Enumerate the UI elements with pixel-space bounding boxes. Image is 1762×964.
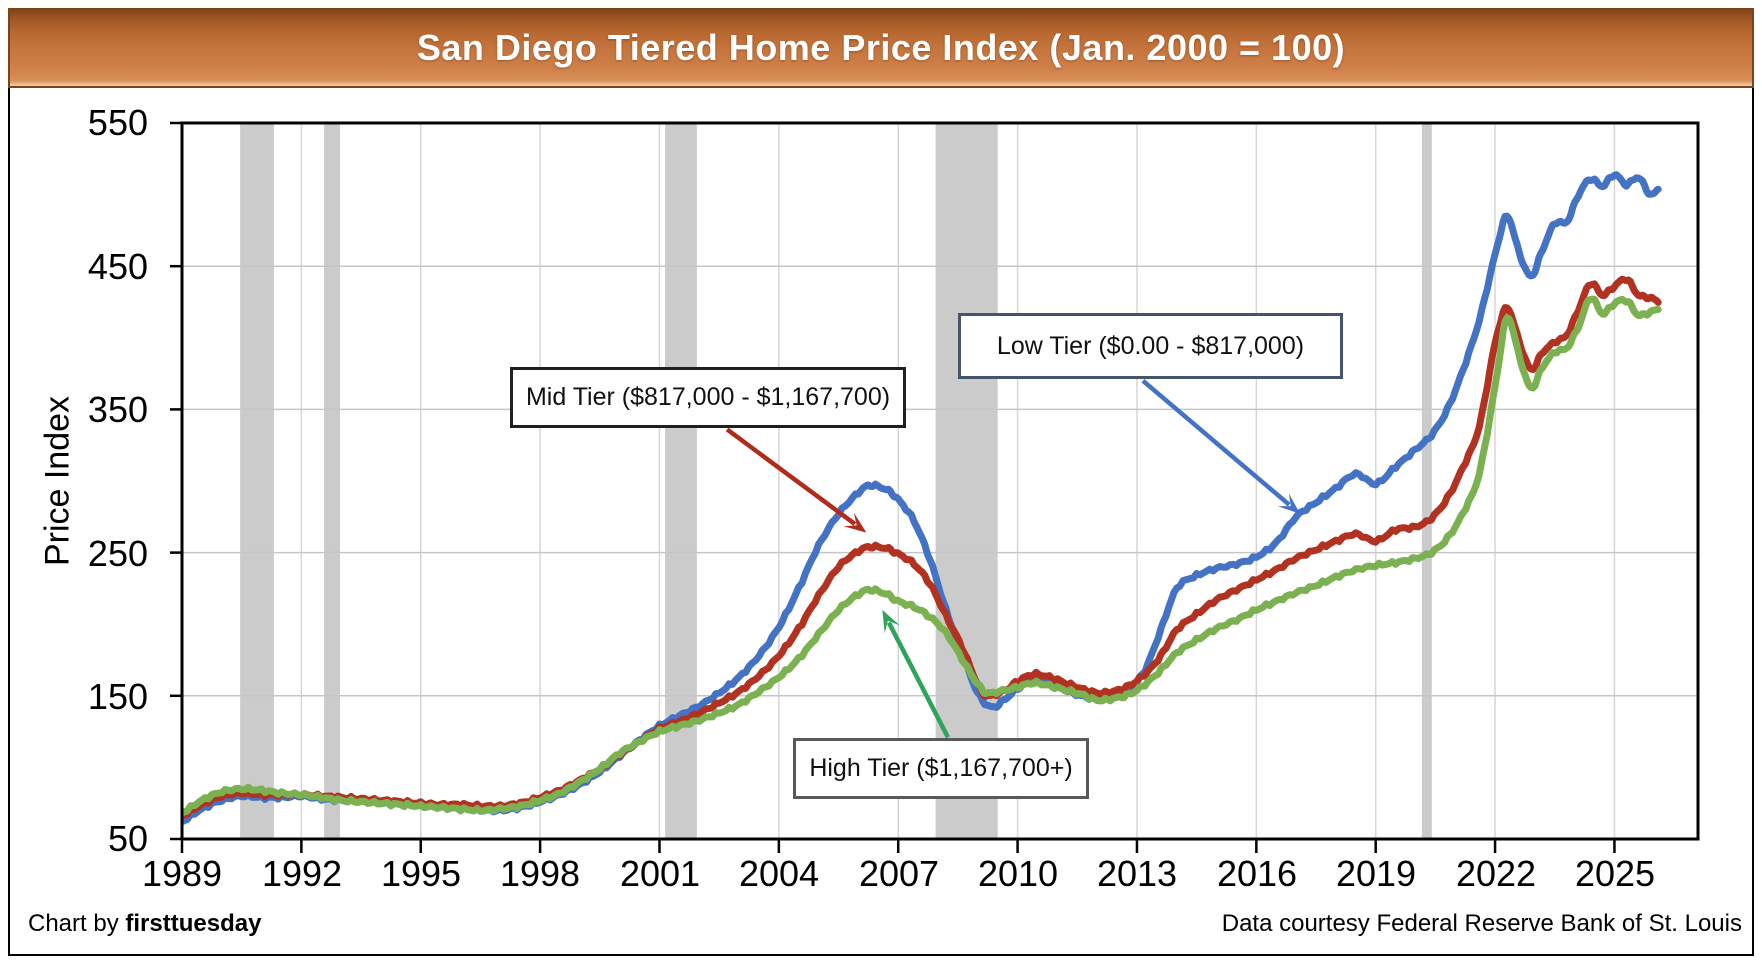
high-tier-callout: High Tier ($1,167,700+) <box>793 738 1089 799</box>
series-line-2 <box>182 295 1662 817</box>
x-tick-2025: 2025 <box>1574 853 1656 894</box>
x-tick-2010: 2010 <box>977 853 1059 894</box>
x-tick-1998: 1998 <box>499 853 581 894</box>
chart-title: San Diego Tiered Home Price Index (Jan. … <box>416 27 1346 68</box>
x-tick-2001: 2001 <box>619 853 701 894</box>
footer-credit-brand: firsttuesday <box>125 910 262 937</box>
low-tier-callout: Low Tier ($0.00 - $817,000) <box>958 313 1343 379</box>
x-tick-2013: 2013 <box>1096 853 1178 894</box>
callout-arrow-line-2 <box>886 621 950 739</box>
recession-band <box>935 123 998 839</box>
x-tick-2016: 2016 <box>1216 853 1298 894</box>
recession-band <box>240 123 274 839</box>
mid-tier-label: Mid Tier ($817,000 - $1,167,700) <box>525 383 891 411</box>
low-tier-label: Low Tier ($0.00 - $817,000) <box>996 331 1305 360</box>
y-tick-350: 350 <box>87 389 148 430</box>
x-tick-2022: 2022 <box>1455 853 1537 894</box>
callout-arrow-line-1 <box>1141 379 1291 507</box>
y-tick-50: 50 <box>107 818 148 859</box>
x-tick-1992: 1992 <box>261 853 343 894</box>
callout-arrow-head-1 <box>1277 493 1301 514</box>
footer-credit: Chart by firsttuesday <box>28 910 261 938</box>
series-line-0 <box>182 171 1662 826</box>
callout-arrow-head-2 <box>882 609 900 634</box>
footer-source: Data courtesy Federal Reserve Bank of St… <box>1221 910 1742 937</box>
recession-band <box>1421 123 1432 839</box>
x-tick-1995: 1995 <box>380 853 462 894</box>
mid-tier-callout: Mid Tier ($817,000 - $1,167,700) <box>510 367 906 428</box>
y-tick-150: 150 <box>87 676 148 717</box>
x-tick-2007: 2007 <box>858 853 940 894</box>
high-tier-label: High Tier ($1,167,700+) <box>809 754 1073 782</box>
x-tick-1989: 1989 <box>141 853 223 894</box>
x-tick-2019: 2019 <box>1335 853 1417 894</box>
y-tick-250: 250 <box>87 533 148 574</box>
footer-credit-prefix: Chart by <box>28 910 126 937</box>
y-tick-550: 550 <box>87 102 148 143</box>
callout-arrow-line-0 <box>725 427 857 526</box>
y-tick-450: 450 <box>87 246 148 287</box>
recession-band <box>324 123 340 839</box>
callout-arrow-head-0 <box>843 512 867 533</box>
plot-border <box>180 121 1700 841</box>
x-tick-2004: 2004 <box>738 853 820 894</box>
title-banner: San Diego Tiered Home Price Index (Jan. … <box>8 8 1754 88</box>
